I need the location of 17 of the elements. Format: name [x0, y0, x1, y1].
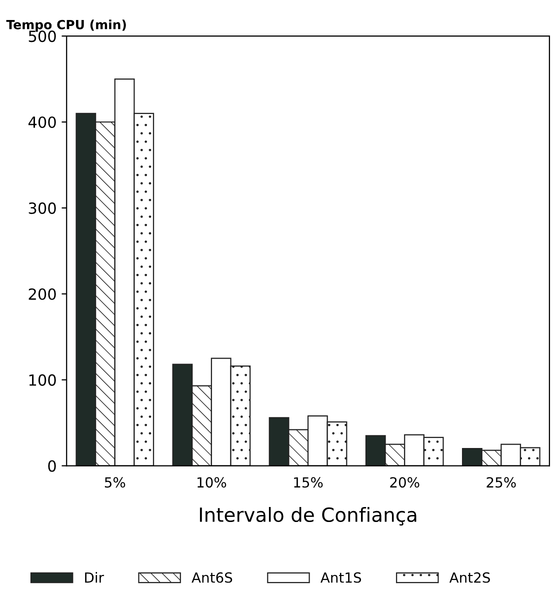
y-tick-label: 100: [29, 374, 56, 386]
y-tick-label: 500: [28, 30, 56, 42]
legend-label: Dir: [85, 572, 104, 583]
legend-label: Ant1S: [320, 572, 362, 583]
x-tick-label: 10%: [198, 477, 226, 488]
legend-label: Ant2S: [449, 572, 490, 583]
legend-label: Ant6S: [192, 572, 232, 583]
x-tick-label: 15%: [294, 477, 323, 488]
x-tick-label: 20%: [390, 477, 420, 488]
y-tick-label: 400: [28, 116, 56, 128]
y-tick-label: 300: [28, 202, 56, 214]
x-tick-label: 5%: [104, 477, 126, 488]
y-tick-label: 200: [28, 288, 56, 300]
y-tick-label: 0: [48, 460, 56, 472]
x-axis-title: Intervalo de Confiança: [200, 506, 416, 526]
y-axis-title: Tempo CPU (min): [6, 20, 126, 32]
x-tick-label: 25%: [486, 477, 516, 488]
